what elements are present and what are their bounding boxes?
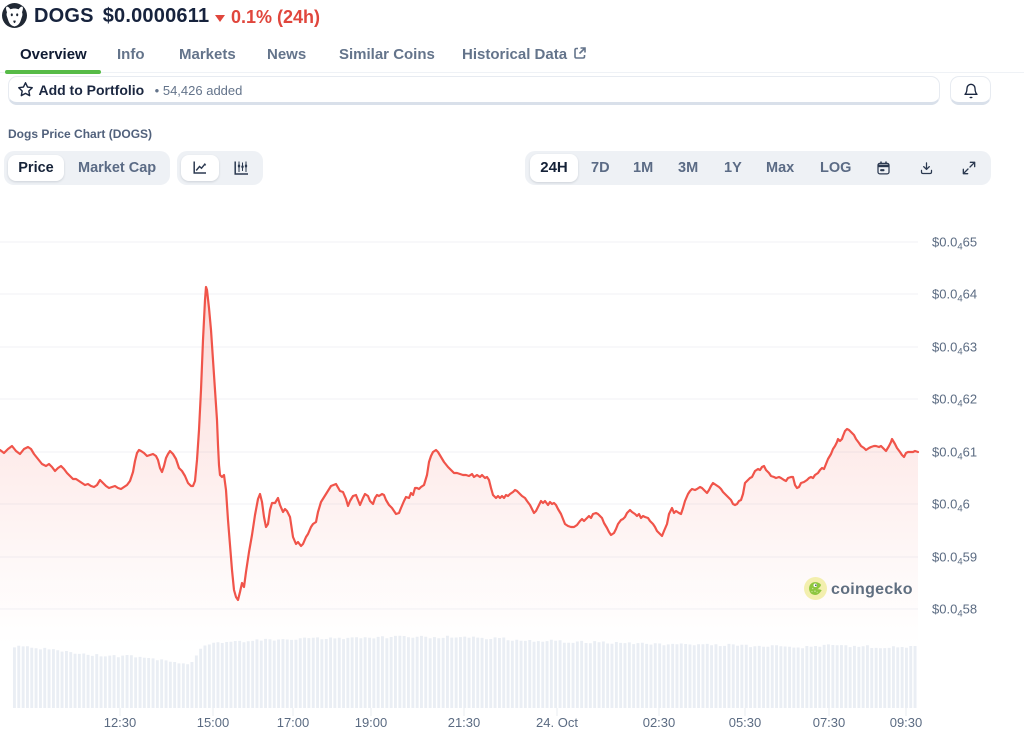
svg-text:$0.0459: $0.0459 — [932, 550, 977, 568]
svg-text:17:00: 17:00 — [277, 715, 310, 730]
svg-text:02:30: 02:30 — [643, 715, 676, 730]
svg-text:09:30: 09:30 — [890, 715, 923, 730]
svg-text:$0.0465: $0.0465 — [932, 235, 977, 253]
svg-text:05:30: 05:30 — [729, 715, 762, 730]
svg-text:$0.0461: $0.0461 — [932, 445, 977, 463]
svg-text:19:00: 19:00 — [355, 715, 388, 730]
svg-text:21:30: 21:30 — [448, 715, 481, 730]
svg-text:$0.0464: $0.0464 — [932, 287, 977, 305]
svg-text:07:30: 07:30 — [813, 715, 846, 730]
svg-text:coingecko: coingecko — [831, 581, 913, 598]
svg-text:$0.0462: $0.0462 — [932, 392, 977, 410]
svg-text:24. Oct: 24. Oct — [536, 715, 578, 730]
svg-text:$0.0463: $0.0463 — [932, 340, 977, 358]
svg-text:$0.0458: $0.0458 — [932, 602, 977, 620]
svg-text:15:00: 15:00 — [197, 715, 230, 730]
svg-text:$0.046: $0.046 — [932, 497, 970, 515]
svg-text:12:30: 12:30 — [104, 715, 137, 730]
